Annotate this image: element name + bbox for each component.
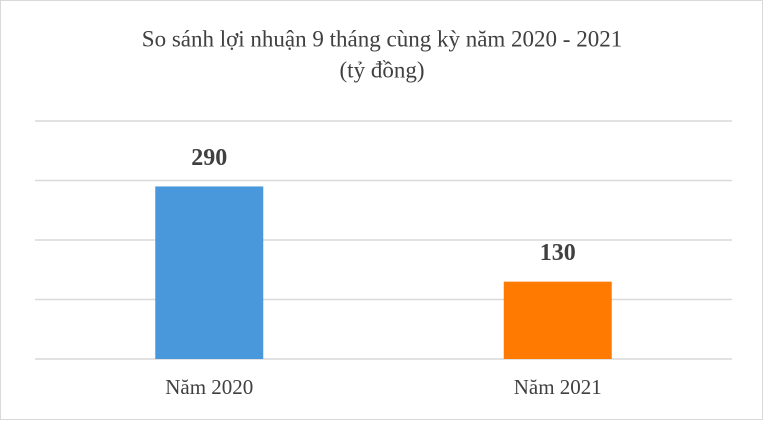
data-label: 290 [191,145,227,171]
chart-subtitle: (tỷ đồng) [340,57,425,82]
bar [155,186,264,359]
data-label: 130 [540,240,576,266]
x-tick-label: Năm 2020 [165,375,253,399]
x-tick-label: Năm 2021 [514,375,602,399]
chart-title: So sánh lợi nhuận 9 tháng cùng kỳ năm 20… [142,26,622,51]
bar [503,281,612,359]
